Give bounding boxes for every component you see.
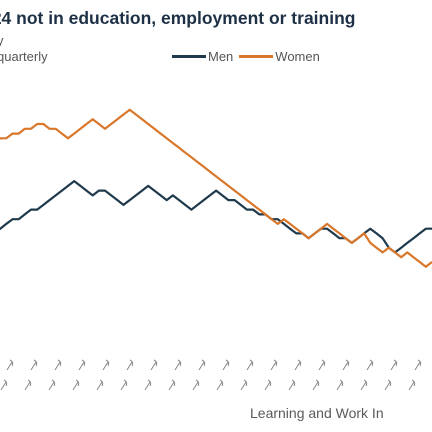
chart-legend: Men Women [172, 49, 326, 64]
x-tick-mark [72, 379, 80, 391]
x-tick-mark [96, 379, 104, 391]
x-tick-mark [168, 379, 176, 391]
x-tick-mark [120, 379, 128, 391]
x-tick-mark [126, 359, 134, 371]
x-tick-mark [270, 359, 278, 371]
x-tick-mark [264, 379, 272, 391]
x-tick-mark [198, 359, 206, 371]
legend-label-women: Women [275, 49, 320, 64]
x-tick-mark [246, 359, 254, 371]
source-credit: Learning and Work In [250, 405, 384, 421]
x-tick-mark [312, 379, 320, 391]
x-tick-mark [54, 359, 62, 371]
x-tick-mark [288, 379, 296, 391]
x-tick-mark [216, 379, 224, 391]
x-tick-mark [366, 359, 374, 371]
x-tick-mark [294, 359, 302, 371]
x-tick-mark [24, 379, 32, 391]
x-tick-mark [150, 359, 158, 371]
x-tick-mark [102, 359, 110, 371]
x-tick-mark [414, 359, 422, 371]
plot-area [0, 108, 432, 268]
legend-swatch-men [172, 55, 206, 58]
x-tick-mark [30, 359, 38, 371]
x-tick-mark [144, 379, 152, 391]
x-axis-ticks [0, 359, 422, 391]
x-tick-mark [0, 379, 8, 391]
x-tick-mark [222, 359, 230, 371]
x-tick-mark [384, 379, 392, 391]
x-tick-mark [48, 379, 56, 391]
legend-swatch-women [239, 55, 274, 58]
x-tick-mark [336, 379, 344, 391]
x-tick-mark [360, 379, 368, 391]
x-tick-mark [408, 379, 416, 391]
x-tick-mark [192, 379, 200, 391]
x-tick-mark [342, 359, 350, 371]
x-tick-mark [240, 379, 248, 391]
chart-subtitle-line1: y [0, 33, 4, 48]
series-line-men [0, 180, 432, 254]
x-tick-mark [318, 359, 326, 371]
chart-subtitle-line2: quarterly [0, 49, 48, 64]
legend-label-men: Men [208, 49, 234, 64]
x-tick-mark [390, 359, 398, 371]
legend-item-women: Women [239, 49, 320, 64]
chart-title: -24 not in education, employment or trai… [0, 8, 356, 28]
x-tick-mark [78, 359, 86, 371]
x-tick-mark [6, 359, 14, 371]
legend-item-men: Men [172, 49, 233, 64]
x-tick-mark [174, 359, 182, 371]
series-line-women [0, 108, 432, 268]
